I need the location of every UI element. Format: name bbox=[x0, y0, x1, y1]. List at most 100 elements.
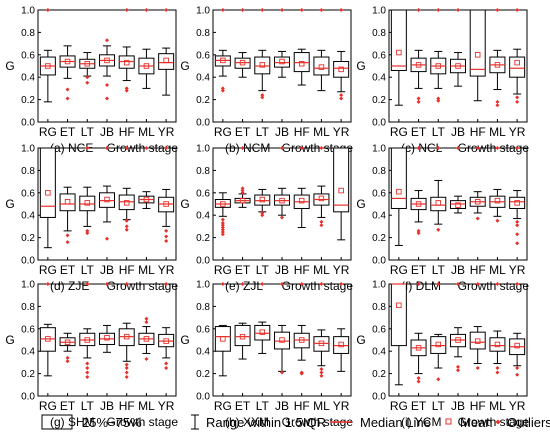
y-tick-label: 0.2 bbox=[196, 369, 210, 380]
y-tick-label: 0.0 bbox=[372, 118, 386, 129]
x-tick-label: HF bbox=[470, 263, 486, 277]
outlier-point bbox=[220, 230, 225, 234]
mean-marker bbox=[455, 63, 461, 69]
outlier-point bbox=[164, 146, 169, 150]
box-ml bbox=[313, 146, 330, 228]
outlier-point bbox=[319, 146, 324, 150]
outlier-point bbox=[105, 146, 109, 150]
box-lt bbox=[430, 146, 447, 232]
outlier-point bbox=[85, 231, 90, 236]
outlier-point bbox=[495, 8, 500, 12]
box-rg bbox=[214, 192, 231, 237]
panel-label: (h) XXM bbox=[225, 415, 269, 429]
outlier-point bbox=[515, 232, 520, 237]
box-rg bbox=[390, 147, 407, 246]
x-tick-label: HF bbox=[294, 263, 310, 277]
x-tick-label: RG bbox=[214, 263, 232, 277]
x-tick-label: ML bbox=[489, 125, 506, 139]
y-tick-label: 0.2 bbox=[196, 95, 210, 106]
x-tick-label: LT bbox=[432, 263, 446, 277]
iqr-box bbox=[313, 56, 330, 76]
box-et bbox=[410, 8, 427, 104]
y-tick-label: 0.6 bbox=[21, 324, 35, 335]
y-tick-label: 0.6 bbox=[196, 188, 210, 199]
outlier-point bbox=[85, 228, 90, 233]
y-tick-label: 0.2 bbox=[196, 233, 210, 244]
legend-outliers-label: Outliers bbox=[507, 415, 550, 430]
y-tick-label: 0.8 bbox=[196, 28, 210, 39]
y-tick-label: 0.4 bbox=[21, 73, 35, 84]
outlier-point bbox=[436, 377, 441, 382]
x-tick-label: LT bbox=[256, 125, 270, 139]
outlier-point bbox=[495, 282, 500, 286]
iqr-box bbox=[333, 147, 350, 213]
y-tick-label: 0.4 bbox=[21, 347, 35, 358]
outlier-point bbox=[280, 282, 284, 286]
outlier-point bbox=[240, 186, 245, 191]
y-tick-label: 0.8 bbox=[21, 28, 35, 39]
mean-marker bbox=[84, 337, 91, 343]
mean-marker bbox=[259, 329, 266, 335]
y-axis-label: G bbox=[180, 333, 189, 347]
mean-marker bbox=[298, 337, 305, 343]
x-tick-label: LT bbox=[81, 263, 95, 277]
outlier-point bbox=[299, 371, 304, 376]
x-tick-label: ML bbox=[489, 263, 506, 277]
legend-box-swatch bbox=[41, 414, 73, 430]
outlier-point bbox=[240, 188, 245, 193]
iqr-box bbox=[390, 147, 407, 209]
y-tick-label: 0.2 bbox=[372, 95, 386, 106]
mean-marker bbox=[45, 63, 51, 69]
outlier-point bbox=[124, 146, 129, 150]
outlier-point bbox=[299, 146, 304, 150]
outlier-point bbox=[436, 96, 441, 101]
outlier-point bbox=[280, 8, 284, 12]
y-axis-label: G bbox=[356, 59, 365, 73]
outlier-point bbox=[319, 8, 324, 12]
mean-marker bbox=[64, 339, 71, 345]
x-tick-label: LT bbox=[256, 399, 270, 413]
outlier-point bbox=[339, 93, 344, 98]
x-tick-label: ML bbox=[489, 399, 506, 413]
outlier-point bbox=[220, 223, 225, 228]
outlier-point bbox=[240, 146, 245, 150]
x-tick-label: YR bbox=[333, 125, 350, 139]
outlier-point bbox=[515, 223, 520, 228]
mean-marker bbox=[279, 197, 285, 204]
outlier-point bbox=[319, 370, 324, 375]
iqr-box bbox=[390, 283, 407, 347]
box-lt bbox=[430, 8, 447, 103]
x-tick-label: ET bbox=[411, 125, 427, 139]
mean-marker bbox=[338, 66, 344, 73]
x-tick-label: ET bbox=[235, 125, 251, 139]
outlier-point bbox=[164, 234, 169, 239]
outlier-point bbox=[124, 366, 129, 370]
outlier-point bbox=[220, 217, 225, 222]
box-et bbox=[234, 282, 251, 360]
box-et bbox=[410, 282, 427, 384]
box-hf bbox=[118, 282, 135, 379]
x-tick-label: ML bbox=[138, 263, 155, 277]
outlier-point bbox=[220, 86, 225, 91]
mean-marker bbox=[455, 337, 461, 343]
mean-marker bbox=[220, 57, 226, 64]
y-tick-label: 0.8 bbox=[372, 28, 386, 39]
y-tick-label: 1.0 bbox=[372, 280, 386, 291]
mean-marker bbox=[298, 197, 305, 204]
outlier-point bbox=[280, 215, 284, 220]
outlier-point bbox=[475, 146, 480, 150]
y-tick-label: 0.0 bbox=[196, 118, 210, 129]
outlier-point bbox=[85, 282, 90, 286]
x-tick-label: ML bbox=[313, 263, 330, 277]
box-jb bbox=[99, 282, 115, 353]
outlier-point bbox=[495, 366, 500, 370]
mean-marker bbox=[45, 336, 51, 342]
legend-mean-label: Mean bbox=[460, 415, 493, 430]
outlier-point bbox=[456, 364, 460, 369]
x-tick-label: YR bbox=[509, 125, 526, 139]
box-rg bbox=[214, 282, 231, 377]
outlier-point bbox=[144, 316, 149, 321]
y-axis-label: G bbox=[180, 197, 189, 211]
